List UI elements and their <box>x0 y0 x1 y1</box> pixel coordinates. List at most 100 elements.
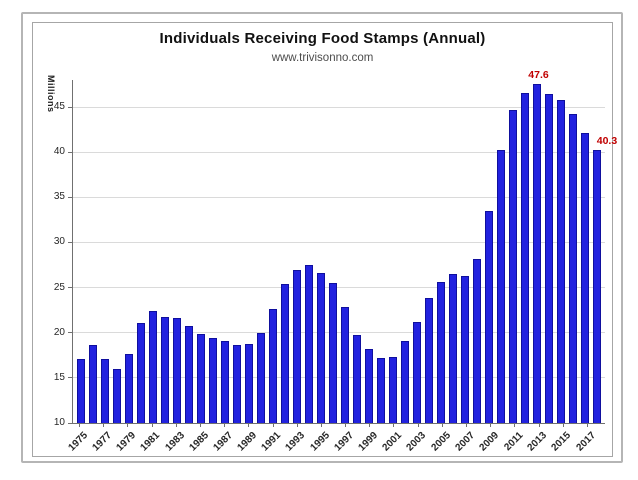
x-tick-label-text-1991: 1991 <box>259 430 284 454</box>
bar-slot-2017 <box>579 80 591 423</box>
bar-1979 <box>124 353 134 423</box>
bar-1980 <box>136 322 146 423</box>
bar-slot-1992 <box>279 80 291 423</box>
bar-1998 <box>352 334 362 423</box>
plot-area: 10 15 20 25 30 35 40 45 1975 1977 1979 1981 1983 1985… <box>54 69 617 454</box>
x-tick-label-text-1995: 1995 <box>308 430 332 454</box>
bar-2006 <box>448 274 458 423</box>
gridline-45 <box>73 106 605 108</box>
bar-slot-1989 <box>243 80 255 423</box>
bar-1995 <box>316 273 326 423</box>
bar-slot-1981 <box>147 80 159 423</box>
bar-slot-2001 <box>387 80 399 423</box>
bar-1999 <box>364 348 374 423</box>
gridline-40 <box>73 151 605 153</box>
x-tick-mark-1997 <box>345 423 347 427</box>
x-tick-mark-1987 <box>224 423 226 427</box>
bar-2000 <box>376 358 386 423</box>
x-tick-label-text-1987: 1987 <box>211 430 235 454</box>
x-tick-mark-2017 <box>586 423 588 427</box>
x-tick-mark-1995 <box>320 423 322 427</box>
bar-slot-1980 <box>135 80 147 423</box>
x-tick-mark-2001 <box>393 423 395 427</box>
y-tick-label-40: 40 <box>53 146 65 158</box>
y-tick-label-15: 15 <box>53 371 65 383</box>
bar-slot-2004 <box>423 80 435 423</box>
bar-slot-2015 <box>555 80 567 423</box>
bar-slot-2016 <box>567 80 579 423</box>
bar-slot-1985 <box>195 80 207 423</box>
bar-1982 <box>160 317 170 423</box>
bar-2009 <box>484 210 494 423</box>
bar-slot-1978 <box>111 80 123 423</box>
x-tick-mark-2013 <box>538 423 540 427</box>
x-tick-label-text-2009: 2009 <box>477 430 501 454</box>
bar-slot-2009 <box>483 80 495 423</box>
bar-1993 <box>292 269 302 423</box>
bar-slot-1998 <box>351 80 363 423</box>
x-tick-label-text-1985: 1985 <box>187 430 211 454</box>
annotation-2013: 47.6 <box>528 68 549 81</box>
x-tick-label-text-1981: 1981 <box>138 430 163 454</box>
x-tick-mark-1979 <box>127 423 129 427</box>
bar-slot-2018 <box>591 80 603 423</box>
bar-slot-2003 <box>411 80 423 423</box>
x-tick-label-text-2003: 2003 <box>404 430 429 454</box>
bar-slot-1975 <box>75 80 87 423</box>
bar-2003 <box>412 321 422 423</box>
x-tick-mark-1985 <box>199 423 201 427</box>
x-tick-mark-2005 <box>441 423 443 427</box>
x-tick-label-text-1983: 1983 <box>163 430 187 454</box>
y-tick-label-25: 25 <box>53 281 65 293</box>
x-tick-mark-2003 <box>417 423 419 427</box>
y-tick-mark-20 <box>68 332 73 334</box>
bar-slot-1996 <box>327 80 339 423</box>
bar-slot-1982 <box>159 80 171 423</box>
bar-2012 <box>520 92 530 423</box>
bar-slot-1994 <box>303 80 315 423</box>
bar-1997 <box>340 306 350 423</box>
bar-slot-2006 <box>447 80 459 423</box>
y-tick-label-10: 10 <box>53 417 65 428</box>
bar-1990 <box>256 332 266 423</box>
bar-slot-1991 <box>267 80 279 423</box>
bar-2016 <box>568 114 578 423</box>
bar-1991 <box>268 309 278 423</box>
bar-1987 <box>220 340 230 423</box>
bar-slot-1987 <box>219 80 231 423</box>
y-tick-mark-45 <box>68 106 73 108</box>
bar-slot-1977 <box>99 80 111 423</box>
bar-slot-2011 <box>507 80 519 423</box>
bar-2004 <box>424 297 434 423</box>
chart-title: Individuals Receiving Food Stamps (Annua… <box>159 30 486 47</box>
y-tick-mark-15 <box>68 377 73 379</box>
y-tick-label-35: 35 <box>53 191 65 203</box>
bar-slot-2010 <box>495 80 507 423</box>
x-tick-label-text-1989: 1989 <box>235 430 260 454</box>
x-tick-mark-1983 <box>175 423 177 427</box>
chart-box: Individuals Receiving Food Stamps (Annua… <box>32 22 617 457</box>
bar-slot-1983 <box>171 80 183 423</box>
bar-1985 <box>196 333 206 423</box>
bar-slot-1986 <box>207 80 219 423</box>
bar-2010 <box>496 149 506 423</box>
y-tick-mark-25 <box>68 287 73 289</box>
bar-1975 <box>76 358 86 423</box>
x-tick-label-text-1979: 1979 <box>114 430 139 454</box>
x-tick-label-text-2011: 2011 <box>501 430 526 454</box>
bar-slot-2013 <box>531 80 543 423</box>
bar-2007 <box>460 275 470 423</box>
bar-slot-1990 <box>255 80 267 423</box>
gridline-25 <box>73 287 605 289</box>
bar-1986 <box>208 338 218 423</box>
bar-2013 <box>532 83 542 423</box>
bar-1994 <box>304 265 314 423</box>
bars-container <box>73 80 605 423</box>
bar-1977 <box>100 358 110 423</box>
x-tick-mark-1991 <box>272 423 274 427</box>
x-tick-mark-1999 <box>369 423 371 427</box>
bar-2002 <box>400 340 410 423</box>
bar-slot-1979 <box>123 80 135 423</box>
gridline-20 <box>73 332 605 334</box>
bar-slot-1995 <box>315 80 327 423</box>
